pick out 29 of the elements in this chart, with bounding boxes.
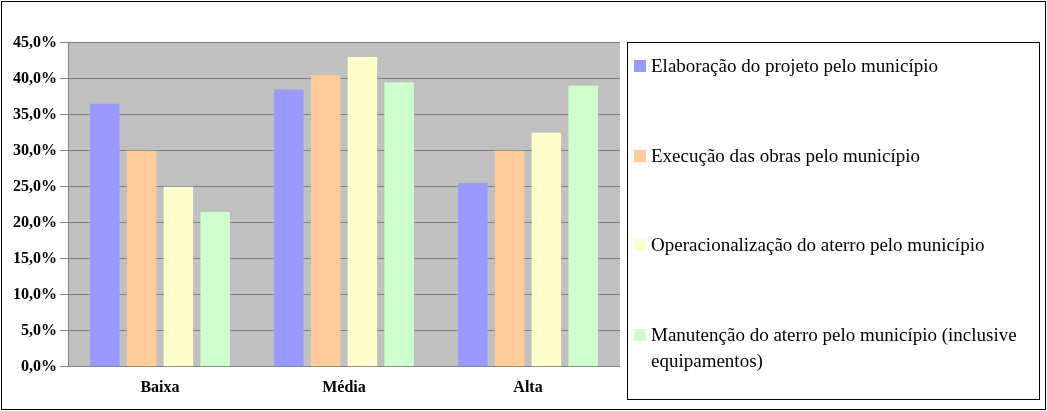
bar [126,150,157,367]
bar [163,186,194,367]
bar [200,211,230,367]
x-tick-label: Alta [513,377,543,395]
bar [347,57,378,367]
y-tick-label: 15,0% [13,248,57,266]
y-tick-label: 10,0% [13,284,57,302]
y-tick-label: 30,0% [13,140,57,158]
legend-label: Operacionalização do aterro pelo município [651,233,985,257]
bar [274,89,304,367]
bar [458,183,488,367]
legend-label: Execução das obras pelo município [651,143,921,168]
x-tick-label: Baixa [140,377,180,395]
y-tick-label: 35,0% [13,104,57,122]
legend-label: Elaboração do projeto pelo município [651,54,939,78]
legend-label: Manutenção do aterro pelo município (inclusive equipamentos) [651,322,1018,373]
y-tick-label: 0,0% [21,356,57,374]
y-tick-label: 20,0% [13,212,57,230]
bar [310,75,341,367]
bar [494,150,525,367]
y-tick-label: 25,0% [13,176,57,194]
y-tick-label: 40,0% [13,68,57,86]
bar [384,82,414,367]
y-tick-label: 45,0% [13,32,57,50]
y-tick-label: 5,0% [21,320,57,338]
bar [568,85,598,367]
bar [531,132,562,367]
bar [90,103,120,367]
x-tick-label: Média [322,377,366,395]
